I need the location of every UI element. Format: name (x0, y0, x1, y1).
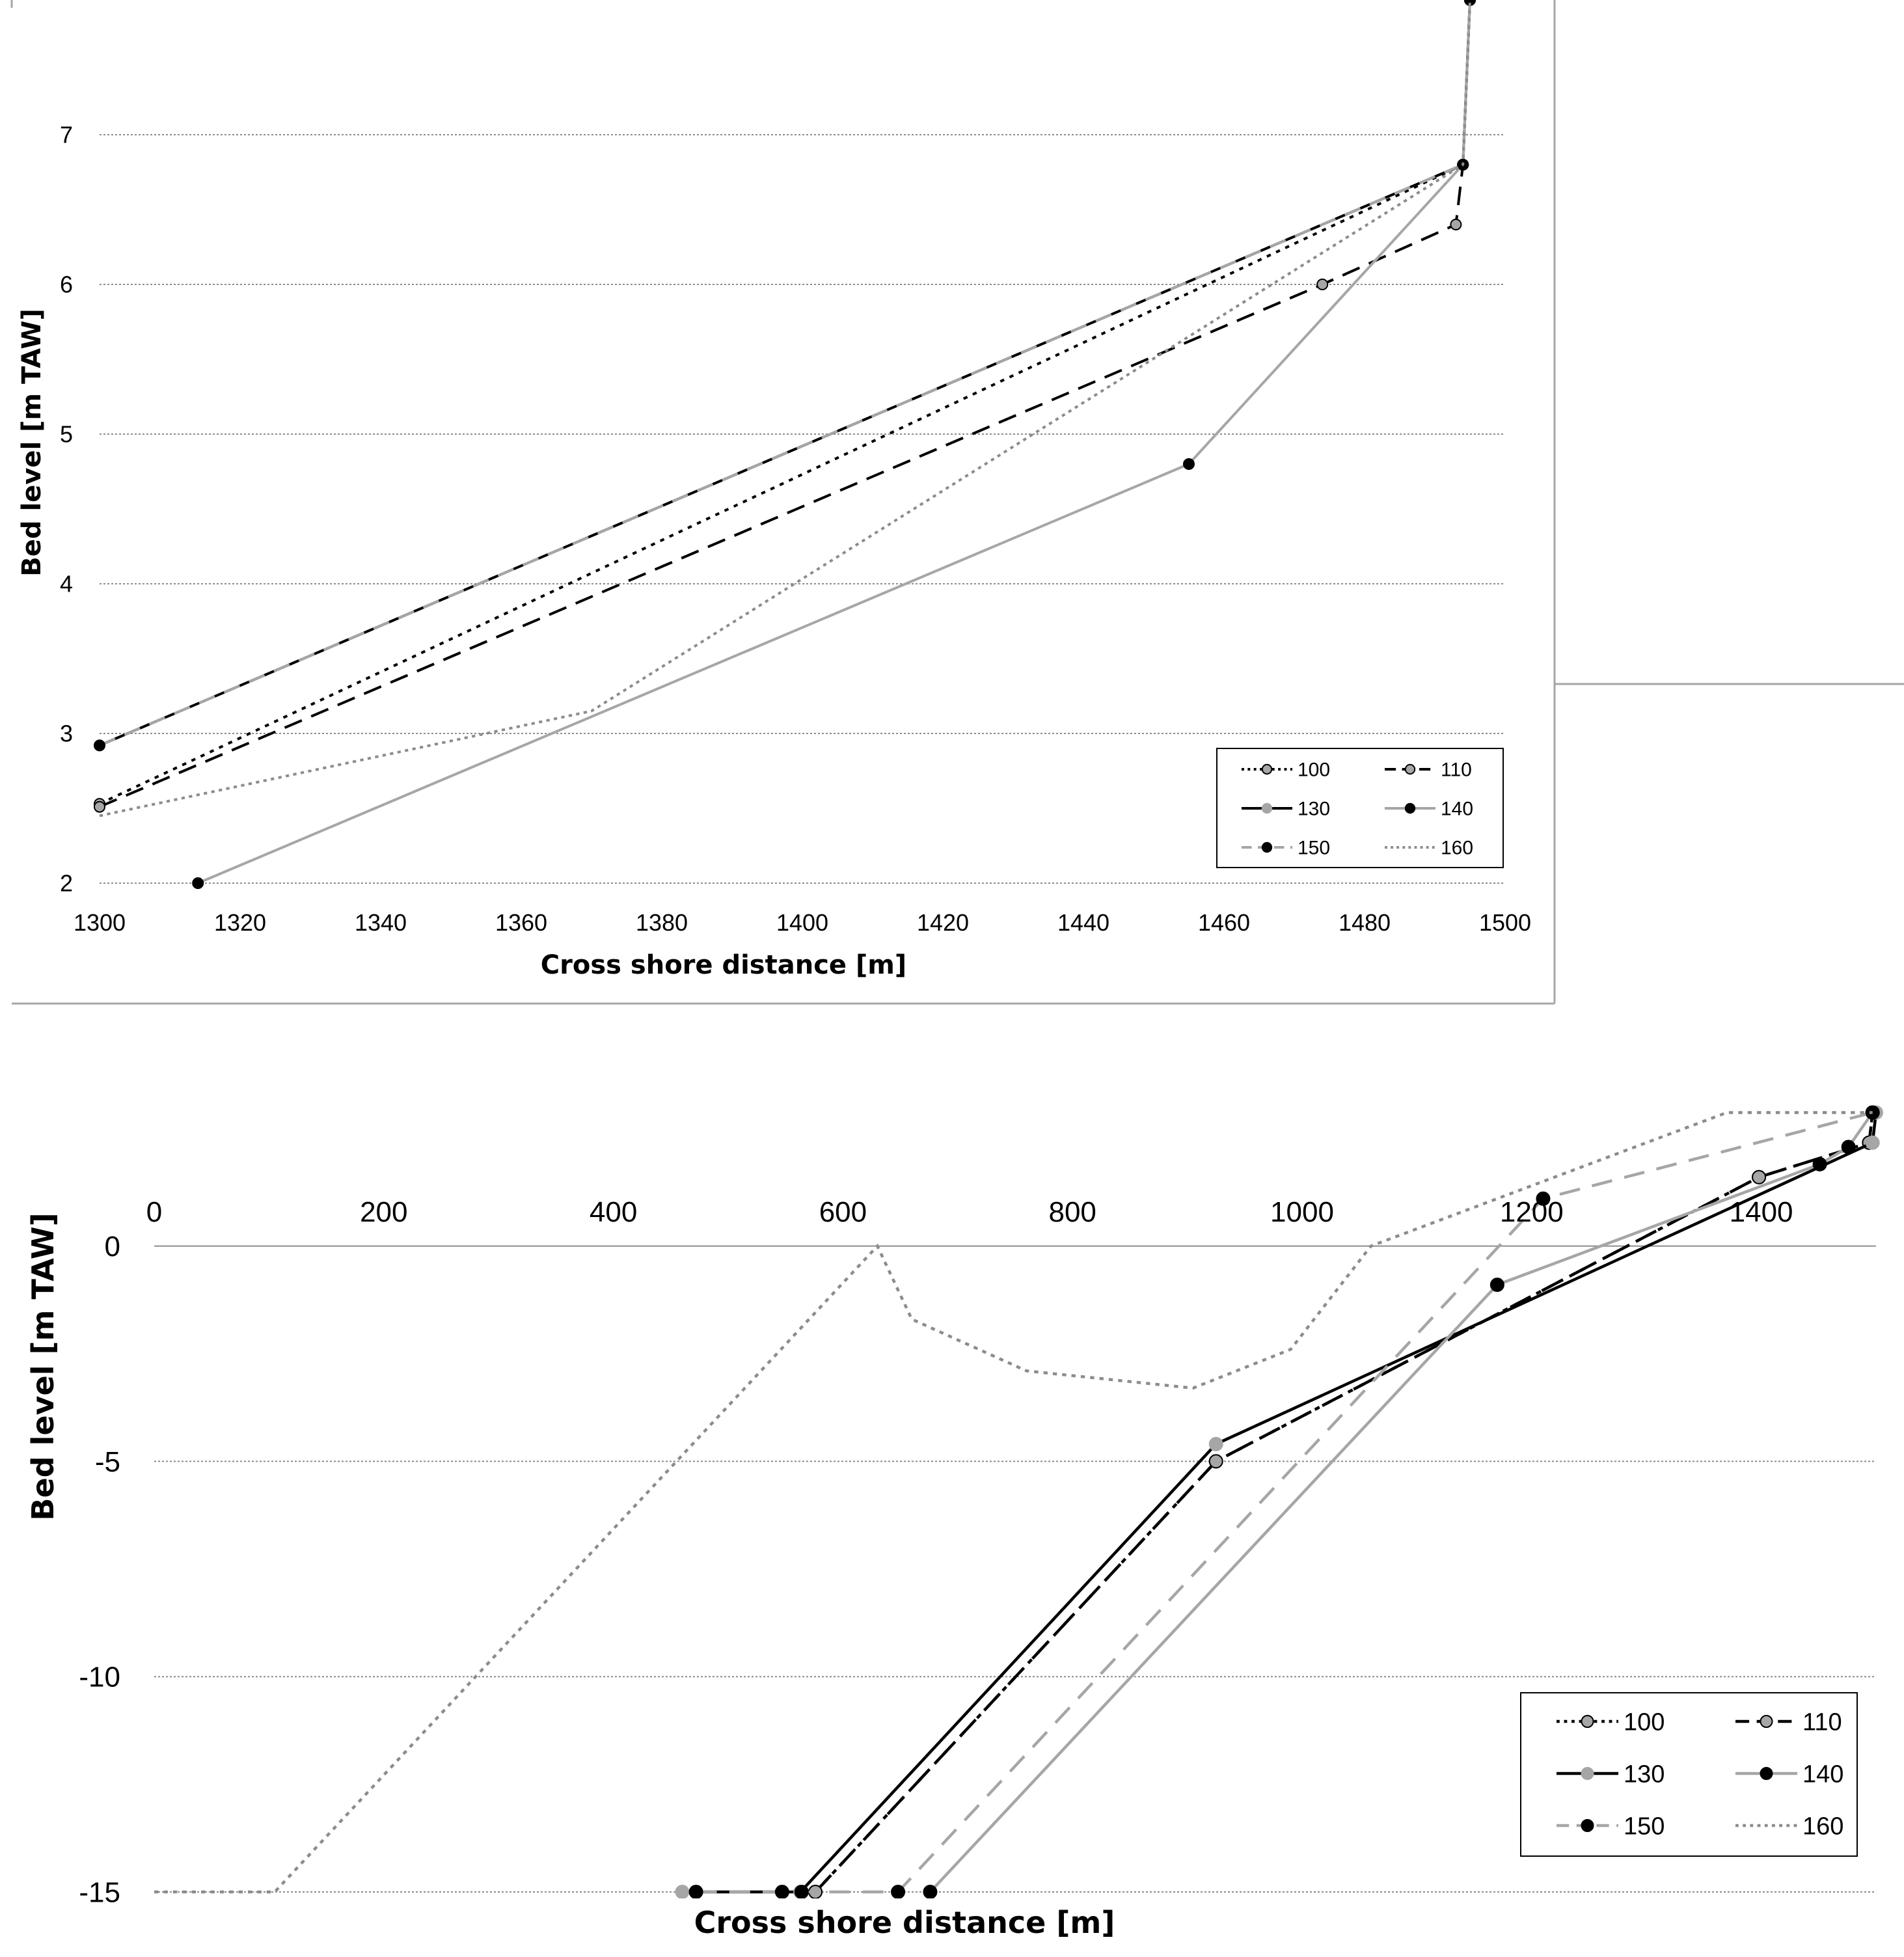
main-x-tick-label: 600 (819, 1196, 867, 1228)
inset-series-140-point (192, 877, 204, 889)
inset-x-tick-label: 1300 (74, 909, 126, 936)
main-series-150-point (774, 1885, 789, 1898)
main-series-140-point (1812, 1156, 1827, 1171)
inset-x-axis-label: Cross shore distance [m] (541, 950, 906, 980)
main-y-tick-label: -15 (79, 1876, 120, 1908)
inset-series-110-point (1450, 219, 1462, 230)
main-y-tick-label: -5 (95, 1446, 120, 1478)
main-series-150-point (1865, 1105, 1880, 1120)
inset-series-110-point (1316, 279, 1329, 290)
main-series-110-point (1752, 1170, 1767, 1184)
inset-frame (10, 0, 1904, 1005)
main-x-tick-label: 0 (146, 1196, 162, 1228)
inset-legend-label-150: 150 (1298, 838, 1330, 859)
inset-x-tick-label: 1460 (1198, 909, 1250, 936)
inset-legend-label-110: 110 (1441, 760, 1472, 781)
inset-y-tick-label: 4 (60, 571, 73, 597)
inset-series-150-point (94, 739, 105, 752)
inset-legend-label-100: 100 (1298, 760, 1330, 781)
main-legend-marker-100 (1581, 1715, 1594, 1728)
inset-x-tick-label: 1420 (917, 909, 969, 936)
main-series-lines (154, 1105, 1883, 1898)
main-series-140-point (1489, 1278, 1504, 1293)
main-legend-label-140: 140 (1802, 1760, 1843, 1788)
main-y-tick-label: 0 (105, 1231, 120, 1263)
inset-legend-label-160: 160 (1441, 838, 1473, 859)
inset-y-axis-label: Bed level [m TAW] (17, 308, 47, 576)
main-legend-label-150: 150 (1624, 1813, 1665, 1840)
inset-legend-marker-110 (1404, 763, 1416, 775)
main-tick-labels: 0 -5 -10 -15 0 200 400 600 800 1000 1200 1400 (79, 1196, 1793, 1908)
main-x-tick-label: 1400 (1730, 1196, 1793, 1228)
main-legend-label-130: 130 (1624, 1760, 1665, 1788)
main-series-150-point (891, 1885, 906, 1898)
inset-plot-area (94, 0, 1476, 889)
inset-chart: 2 3 4 5 6 7 1300 1320 1340 1360 1380 1400 1420 1440 14… (10, 0, 1904, 1005)
inset-x-tick-label: 1320 (214, 909, 266, 936)
main-legend: 100 110 130 140 150 160 (1520, 1692, 1858, 1857)
main-y-tick-label: -10 (79, 1662, 120, 1693)
main-x-tick-label: 1000 (1270, 1196, 1334, 1228)
main-x-axis-label: Cross shore distance [m] (694, 1905, 1115, 1940)
inset-legend-marker-150 (1261, 842, 1273, 853)
main-x-tick-label: 200 (360, 1196, 407, 1228)
inset-series-140-point (1183, 458, 1195, 470)
main-legend-marker-150 (1581, 1819, 1594, 1832)
main-series-140-point (1841, 1140, 1856, 1155)
inset-legend: 100 110 130 140 150 160 (1216, 748, 1504, 868)
inset-x-tick-label: 1380 (636, 909, 688, 936)
main-series-160-line (154, 1111, 1873, 1894)
inset-legend-marker-100 (1261, 763, 1273, 775)
inset-series-160-line (99, 0, 1471, 817)
main-legend-label-110: 110 (1802, 1708, 1842, 1736)
main-series-150-point (794, 1885, 809, 1898)
inset-y-tick-label: 7 (60, 122, 73, 148)
inset-legend-marker-140 (1404, 802, 1416, 814)
main-series-110-point (1208, 1454, 1223, 1469)
inset-x-tick-label: 1400 (776, 909, 828, 936)
main-chart: 0 -5 -10 -15 0 200 400 600 800 1000 1200 1400 Cross… (25, 1105, 1883, 1940)
inset-y-tick-label: 5 (60, 421, 73, 448)
inset-y-tick-label: 6 (60, 271, 73, 298)
inset-x-tick-label: 1440 (1057, 909, 1109, 936)
inset-legend-marker-130 (1261, 802, 1273, 814)
inset-x-tick-label: 1360 (495, 909, 547, 936)
main-x-tick-label: 800 (1048, 1196, 1096, 1228)
main-legend-marker-140 (1760, 1767, 1773, 1780)
main-legend-label-100: 100 (1624, 1708, 1665, 1736)
main-series-130-point (1208, 1436, 1223, 1451)
main-series-150-line (696, 1111, 1873, 1894)
inset-series-lines (94, 0, 1476, 889)
inset-x-tick-label: 1480 (1339, 909, 1391, 936)
main-plot-area (154, 1105, 1883, 1898)
inset-legend-label-130: 130 (1298, 799, 1330, 820)
inset-y-tick-label: 3 (60, 720, 73, 747)
inset-tick-labels: 2 3 4 5 6 7 1300 1320 1340 1360 1380 1400 1420 1440 14… (60, 122, 1531, 936)
inset-x-tick-label: 1340 (355, 909, 407, 936)
main-x-tick-label: 1200 (1500, 1196, 1564, 1228)
main-series-150-point (1536, 1191, 1551, 1206)
inset-series-110-point (94, 801, 105, 813)
inset-series-140-line (197, 0, 1471, 884)
main-series-130-point (1865, 1135, 1880, 1150)
main-series-150-point (688, 1885, 703, 1898)
main-x-tick-label: 400 (590, 1196, 637, 1228)
main-series-130-point (675, 1885, 690, 1898)
main-legend-label-160: 160 (1802, 1813, 1843, 1840)
main-legend-marker-110 (1760, 1715, 1773, 1728)
inset-y-tick-label: 2 (60, 870, 73, 897)
main-legend-marker-130 (1581, 1767, 1594, 1780)
inset-x-tick-label: 1500 (1479, 909, 1531, 936)
main-series-140-point (923, 1885, 938, 1898)
inset-legend-label-140: 140 (1441, 799, 1473, 820)
main-series-110-line (814, 1112, 1874, 1893)
inset-series-150-line (99, 0, 1471, 747)
main-y-axis-label: Bed level [m TAW] (25, 1212, 61, 1520)
